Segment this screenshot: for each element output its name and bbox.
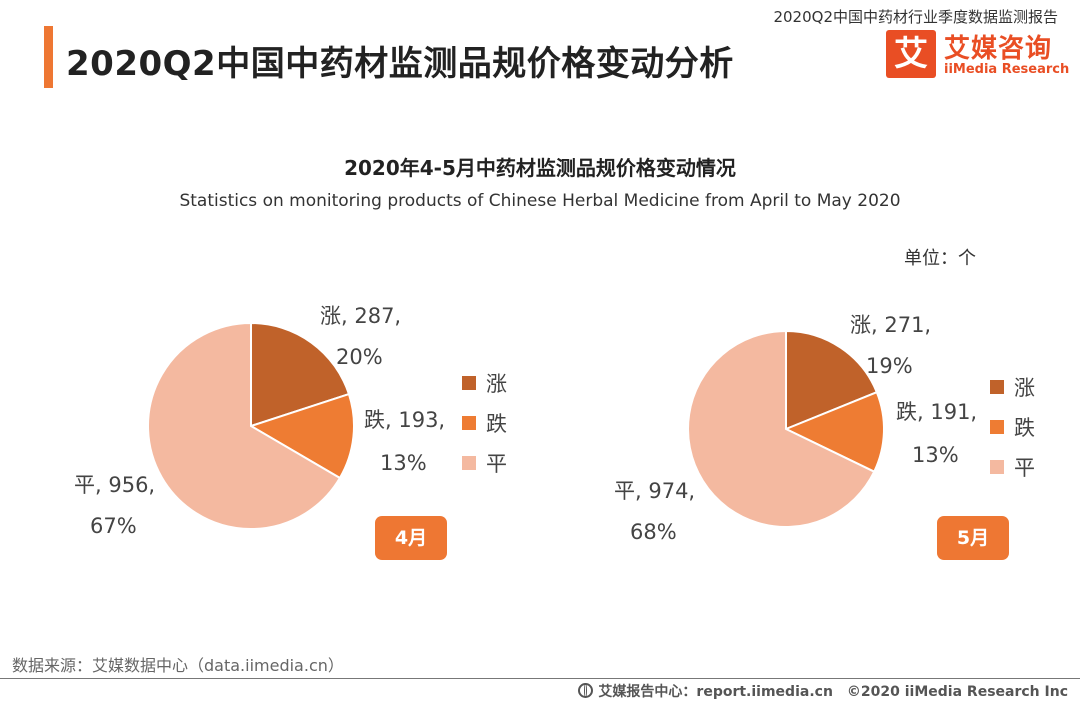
legend-swatch-fall xyxy=(462,416,476,430)
legend-may: 涨 跌 平 xyxy=(990,377,1035,479)
unit-label: 单位：个 xyxy=(904,248,976,269)
legend-label-rise: 涨 xyxy=(1014,376,1035,400)
pie-slice-apr-flat xyxy=(147,321,342,530)
legend-label-flat: 平 xyxy=(486,452,507,476)
logo-name: 艾媒咨询 xyxy=(944,34,1053,64)
data-label-may-flat: 平, 974, 68% xyxy=(614,481,695,543)
data-label-apr-fall-value: 跌, 193, xyxy=(364,408,446,432)
data-label-may-fall: 跌, 191, 13% xyxy=(896,402,977,466)
legend-label-fall: 跌 xyxy=(1014,416,1035,440)
data-label-apr-fall-pct: 13% xyxy=(380,451,427,475)
data-label-apr-flat-value: 平, 956, xyxy=(74,473,156,497)
report-name: 2020Q2中国中药材行业季度数据监测报告 xyxy=(773,8,1058,26)
globe-icon xyxy=(578,682,594,698)
pie-slice-apr-rise xyxy=(250,321,351,428)
legend-label-rise: 涨 xyxy=(486,372,507,396)
data-label-apr-fall: 跌, 193, 13% xyxy=(364,410,445,474)
legend-item-fall: 跌 xyxy=(462,413,507,435)
data-label-apr-flat-pct: 67% xyxy=(90,514,137,538)
chart-subtitle: Statistics on monitoring products of Chi… xyxy=(179,191,901,211)
brand-logo: 艾 艾媒咨询 iiMedia Research xyxy=(886,30,1069,80)
data-label-may-fall-pct: 13% xyxy=(912,443,959,467)
logo-subtitle: iiMedia Research xyxy=(944,62,1070,77)
month-badge-april: 4月 xyxy=(375,516,447,560)
data-label-may-rise-pct: 19% xyxy=(866,354,913,378)
legend-item-rise: 涨 xyxy=(462,373,507,395)
legend-item-flat: 平 xyxy=(462,453,507,475)
data-label-apr-rise: 涨, 287, 20% xyxy=(320,306,401,368)
legend-item-rise: 涨 xyxy=(990,377,1035,399)
title-accent-bar xyxy=(44,26,53,88)
legend-april: 涨 跌 平 xyxy=(462,373,507,475)
data-source: 数据来源：艾媒数据中心（data.iimedia.cn） xyxy=(12,656,344,675)
data-label-apr-flat: 平, 956, 67% xyxy=(74,475,155,537)
data-label-may-fall-value: 跌, 191, xyxy=(896,400,978,424)
pie-slice-apr-fall xyxy=(248,392,355,480)
footer-credits: 艾媒报告中心：report.iimedia.cn ©2020 iiMedia Re… xyxy=(578,681,1068,701)
logo-mark-icon: 艾 xyxy=(886,30,936,78)
footer-divider xyxy=(0,678,1080,679)
legend-label-flat: 平 xyxy=(1014,456,1035,480)
data-label-may-rise: 涨, 271, 19% xyxy=(850,315,931,377)
legend-swatch-flat xyxy=(462,456,476,470)
report-center-link[interactable]: 艾媒报告中心：report.iimedia.cn xyxy=(598,684,833,700)
legend-item-fall: 跌 xyxy=(990,417,1035,439)
legend-swatch-rise xyxy=(462,376,476,390)
data-label-apr-rise-pct: 20% xyxy=(336,345,383,369)
data-label-may-rise-value: 涨, 271, xyxy=(850,313,932,337)
copyright: ©2020 iiMedia Research Inc xyxy=(846,684,1068,700)
month-badge-may: 5月 xyxy=(937,516,1009,560)
data-label-apr-rise-value: 涨, 287, xyxy=(320,304,402,328)
data-label-may-flat-value: 平, 974, xyxy=(614,479,696,503)
legend-swatch-flat xyxy=(990,460,1004,474)
page-title: 2020Q2中国中药材监测品规价格变动分析 xyxy=(66,44,734,84)
legend-item-flat: 平 xyxy=(990,457,1035,479)
legend-swatch-fall xyxy=(990,420,1004,434)
legend-label-fall: 跌 xyxy=(486,412,507,436)
data-label-may-flat-pct: 68% xyxy=(630,520,677,544)
legend-swatch-rise xyxy=(990,380,1004,394)
chart-title: 2020年4-5月中药材监测品规价格变动情况 xyxy=(344,156,736,180)
